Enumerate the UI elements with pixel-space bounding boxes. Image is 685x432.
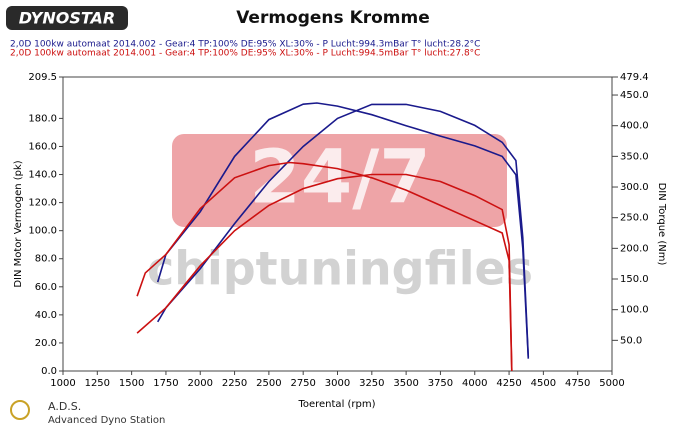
y2-tick-label: 300.0 <box>620 182 649 193</box>
watermark: chiptuningfiles <box>147 242 533 296</box>
y2-tick-label: 450.0 <box>620 90 649 101</box>
x-tick-label: 3000 <box>325 378 350 389</box>
power-torque-line <box>136 161 513 372</box>
watermark-box <box>172 134 507 227</box>
y-tick-label: 209.5 <box>28 72 57 83</box>
x-tick-label: 3500 <box>393 378 418 389</box>
logo: DYNOSTAR <box>19 9 116 28</box>
chart-title: Vermogens Kromme <box>236 8 430 28</box>
x-tick-label: 1750 <box>153 378 178 389</box>
y-tick-label: 140.0 <box>28 170 57 181</box>
x-tick-label: 3750 <box>428 378 453 389</box>
x-tick-label: 1500 <box>119 378 144 389</box>
x-tick-label: 2250 <box>222 378 247 389</box>
x-tick-label: 1000 <box>50 378 75 389</box>
x-tick-label: 5000 <box>599 378 624 389</box>
x-tick-label: 4750 <box>565 378 590 389</box>
y2-tick-label: 50.0 <box>620 335 642 346</box>
footer-text: A.D.S. <box>48 400 81 413</box>
footer-icon <box>10 400 30 420</box>
legend-entry: 2,0D 100kw automaat 2014.002 - Gear:4 TP… <box>10 40 480 50</box>
x-tick-label: 3250 <box>359 378 384 389</box>
legend-entry: 2,0D 100kw automaat 2014.001 - Gear:4 TP… <box>10 49 480 59</box>
power-torque-line <box>136 173 513 372</box>
y-tick-label: 20.0 <box>35 338 57 349</box>
y-tick-label: 160.0 <box>28 141 57 152</box>
x-tick-label: 4500 <box>531 378 556 389</box>
x-tick-label: 4000 <box>462 378 487 389</box>
y2-axis-label: DIN Torque (Nm) <box>656 183 667 266</box>
watermark: 24/7 <box>249 135 431 221</box>
y-tick-label: 120.0 <box>28 198 57 209</box>
y2-tick-label: 400.0 <box>620 121 649 132</box>
y-axis-label: DIN Motor Vermogen (pk) <box>13 160 24 287</box>
y2-tick-label: 250.0 <box>620 213 649 224</box>
footer-text: Advanced Dyno Station <box>48 415 165 426</box>
y-tick-label: 180.0 <box>28 113 57 124</box>
x-tick-label: 2500 <box>256 378 281 389</box>
y-tick-label: 80.0 <box>35 254 57 265</box>
x-tick-label: 4250 <box>496 378 521 389</box>
power-torque-line <box>156 102 530 359</box>
y2-tick-label: 479.4 <box>620 72 649 83</box>
y-tick-label: 100.0 <box>28 226 57 237</box>
x-tick-label: 2750 <box>290 378 315 389</box>
y2-tick-label: 150.0 <box>620 274 649 285</box>
y-tick-label: 60.0 <box>35 282 57 293</box>
x-tick-label: 1250 <box>85 378 110 389</box>
x-tick-label: 2000 <box>188 378 213 389</box>
y-tick-label: 0.0 <box>41 366 57 377</box>
y2-tick-label: 350.0 <box>620 151 649 162</box>
y-tick-label: 40.0 <box>35 310 57 321</box>
y2-tick-label: 200.0 <box>620 243 649 254</box>
y2-tick-label: 100.0 <box>620 305 649 316</box>
logo-box <box>6 6 128 30</box>
x-axis-label: Toerental (rpm) <box>297 399 375 410</box>
